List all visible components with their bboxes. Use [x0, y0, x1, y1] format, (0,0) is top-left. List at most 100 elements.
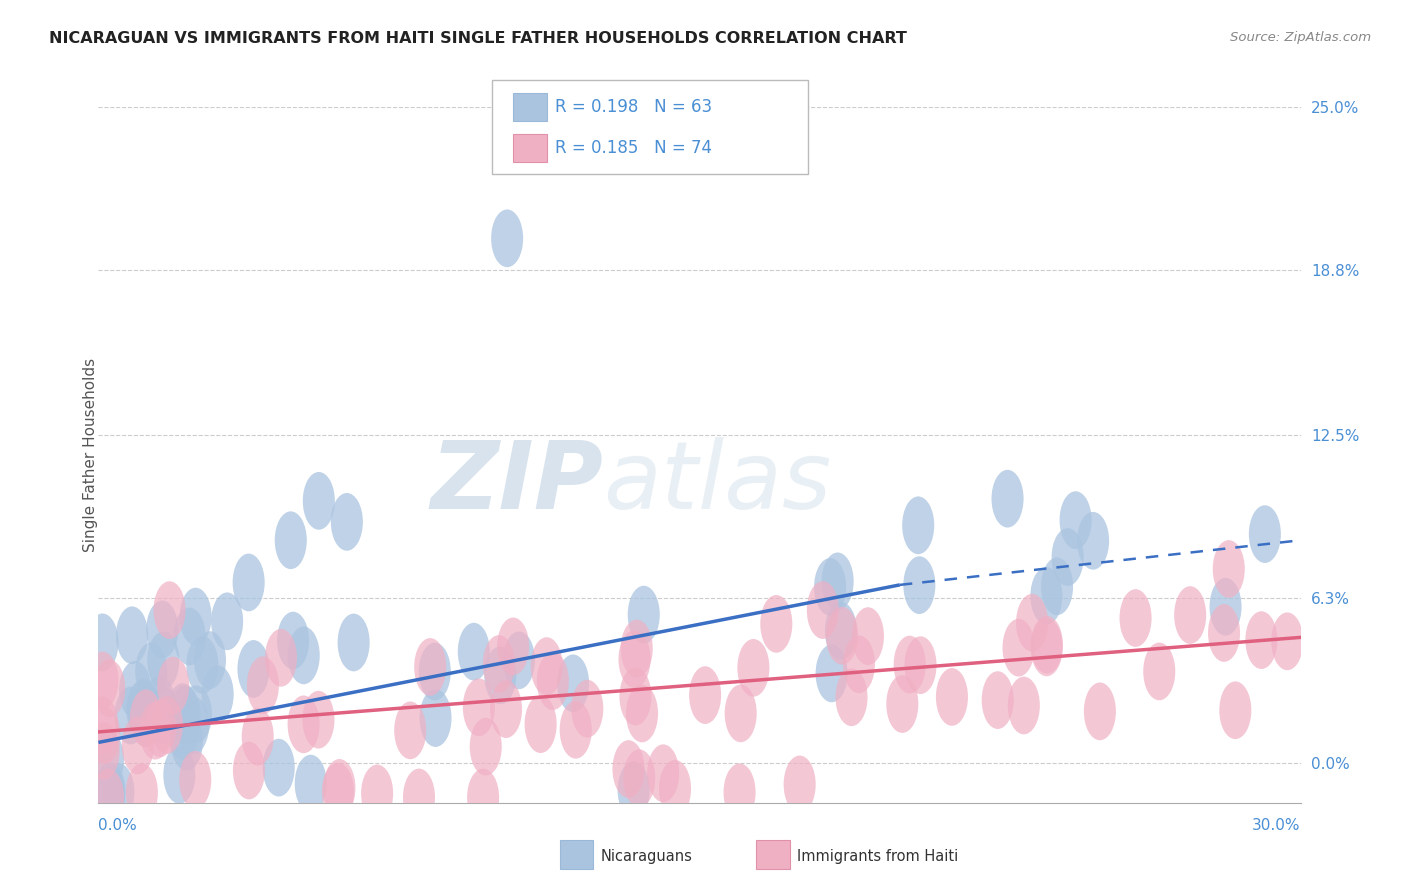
Ellipse shape [419, 642, 451, 700]
Ellipse shape [157, 657, 190, 714]
Ellipse shape [323, 759, 356, 817]
Ellipse shape [302, 690, 335, 748]
Ellipse shape [1119, 589, 1152, 647]
Ellipse shape [623, 749, 655, 807]
Text: Nicaraguans: Nicaraguans [600, 849, 692, 863]
Ellipse shape [560, 701, 592, 758]
Ellipse shape [825, 602, 856, 660]
Ellipse shape [117, 607, 148, 665]
Ellipse shape [394, 701, 426, 759]
Ellipse shape [903, 557, 935, 614]
Ellipse shape [620, 668, 651, 725]
Ellipse shape [288, 626, 319, 684]
Ellipse shape [263, 739, 295, 797]
Text: Immigrants from Haiti: Immigrants from Haiti [797, 849, 959, 863]
Ellipse shape [242, 707, 274, 765]
Ellipse shape [233, 741, 264, 799]
Ellipse shape [783, 756, 815, 814]
Ellipse shape [620, 620, 652, 677]
Ellipse shape [557, 655, 589, 712]
Ellipse shape [404, 769, 434, 826]
Ellipse shape [825, 607, 858, 665]
Ellipse shape [659, 760, 690, 818]
Ellipse shape [852, 607, 884, 665]
Ellipse shape [1209, 578, 1241, 636]
Ellipse shape [167, 702, 200, 759]
Y-axis label: Single Father Households: Single Father Households [83, 358, 97, 552]
Ellipse shape [129, 690, 162, 747]
Ellipse shape [491, 210, 523, 268]
Ellipse shape [613, 740, 644, 798]
Ellipse shape [1077, 512, 1109, 570]
Ellipse shape [894, 636, 925, 693]
Ellipse shape [1271, 613, 1303, 670]
Ellipse shape [180, 588, 212, 646]
Ellipse shape [571, 680, 603, 738]
Ellipse shape [330, 493, 363, 550]
Ellipse shape [761, 595, 793, 653]
Ellipse shape [247, 657, 278, 714]
Ellipse shape [322, 763, 354, 821]
Ellipse shape [87, 723, 120, 780]
Ellipse shape [689, 666, 721, 724]
Ellipse shape [458, 623, 489, 681]
Ellipse shape [163, 746, 195, 804]
Ellipse shape [169, 686, 201, 744]
Ellipse shape [626, 684, 658, 742]
Ellipse shape [737, 639, 769, 697]
Ellipse shape [148, 632, 180, 690]
Ellipse shape [288, 696, 319, 753]
Ellipse shape [180, 685, 212, 743]
Ellipse shape [179, 751, 211, 809]
Ellipse shape [1031, 618, 1063, 676]
Ellipse shape [94, 763, 125, 821]
Text: atlas: atlas [603, 437, 831, 528]
Ellipse shape [991, 470, 1024, 527]
Text: R = 0.198   N = 63: R = 0.198 N = 63 [555, 98, 713, 116]
Ellipse shape [103, 764, 135, 821]
Ellipse shape [1246, 611, 1278, 669]
Ellipse shape [274, 511, 307, 569]
Ellipse shape [524, 695, 557, 753]
Ellipse shape [93, 659, 125, 717]
Text: 0.0%: 0.0% [98, 818, 138, 832]
Ellipse shape [277, 612, 309, 670]
Ellipse shape [903, 497, 934, 554]
Ellipse shape [1213, 541, 1244, 598]
Ellipse shape [482, 635, 515, 693]
Ellipse shape [264, 629, 297, 687]
Ellipse shape [1143, 642, 1175, 700]
Ellipse shape [131, 690, 162, 747]
Ellipse shape [821, 552, 853, 610]
Ellipse shape [842, 635, 875, 693]
Ellipse shape [93, 766, 125, 824]
Ellipse shape [337, 614, 370, 672]
Ellipse shape [127, 764, 157, 822]
Ellipse shape [1084, 682, 1116, 740]
Ellipse shape [807, 582, 839, 639]
Ellipse shape [470, 718, 502, 775]
Ellipse shape [153, 582, 186, 639]
Ellipse shape [135, 642, 167, 700]
Ellipse shape [201, 665, 233, 723]
Ellipse shape [886, 675, 918, 733]
Ellipse shape [1208, 604, 1240, 662]
Ellipse shape [232, 554, 264, 611]
Ellipse shape [86, 651, 118, 709]
Ellipse shape [619, 631, 651, 688]
Ellipse shape [530, 637, 562, 695]
Ellipse shape [302, 472, 335, 530]
Ellipse shape [194, 632, 226, 689]
Ellipse shape [173, 607, 205, 665]
Ellipse shape [211, 592, 243, 650]
Ellipse shape [91, 769, 124, 826]
Ellipse shape [1031, 567, 1063, 624]
Text: ZIP: ZIP [430, 437, 603, 529]
Ellipse shape [1002, 619, 1035, 676]
Ellipse shape [503, 632, 534, 690]
Ellipse shape [143, 676, 176, 733]
Ellipse shape [463, 679, 495, 736]
Ellipse shape [1052, 528, 1084, 586]
Ellipse shape [467, 769, 499, 826]
Ellipse shape [1249, 505, 1281, 563]
